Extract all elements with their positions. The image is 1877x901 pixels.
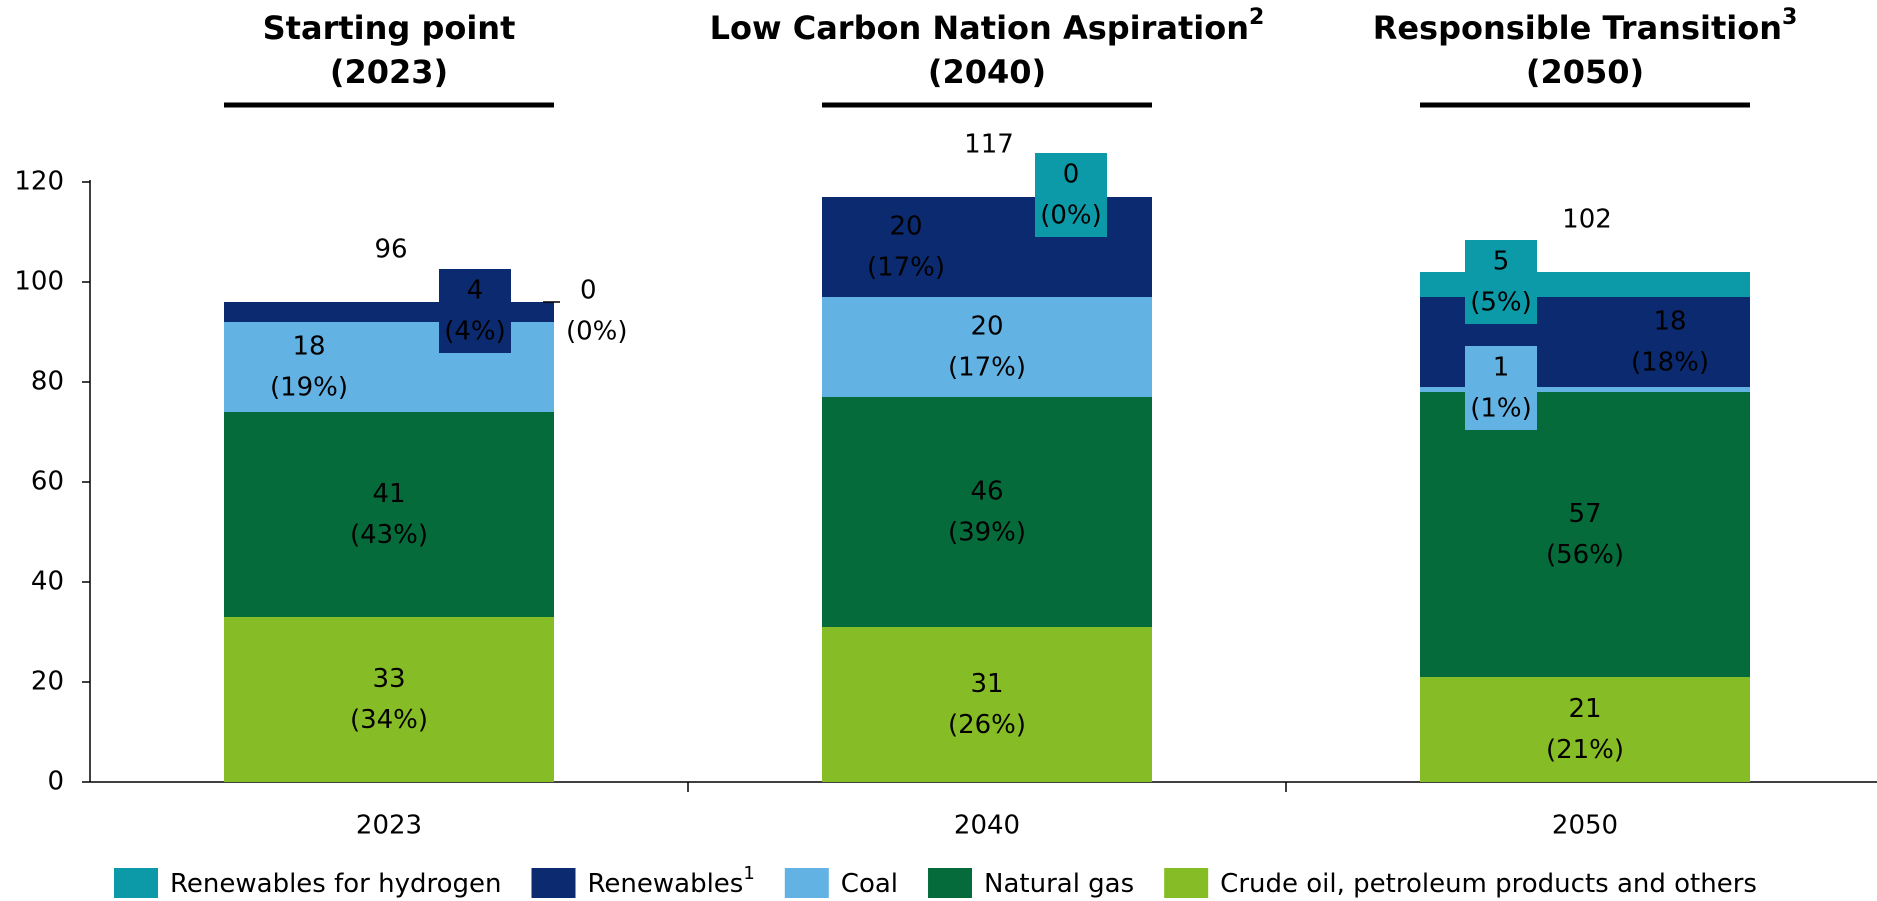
value-label: 0	[580, 276, 597, 306]
share-label: (19%)	[270, 373, 348, 403]
header-title-text: Low Carbon Nation Aspiration	[710, 9, 1249, 47]
header-title-text: Starting point	[263, 9, 516, 47]
value-label: 18	[292, 332, 325, 362]
share-label: (4%)	[444, 317, 506, 347]
x-tick-label: 2023	[356, 811, 422, 841]
legend-text: Crude oil, petroleum products and others	[1220, 869, 1757, 899]
total-label: 96	[374, 235, 407, 265]
value-label: 5	[1493, 247, 1510, 277]
share-label: (0%)	[566, 317, 628, 347]
header-title: Responsible Transition3	[1373, 5, 1798, 48]
share-label: (0%)	[1040, 201, 1102, 231]
header-title-text: Responsible Transition	[1373, 9, 1782, 47]
legend-swatch	[114, 868, 158, 898]
share-label: (5%)	[1470, 288, 1532, 318]
value-label: 0	[1063, 160, 1080, 190]
value-label: 4	[467, 276, 484, 306]
bar-segment	[1420, 677, 1750, 782]
y-tick-label: 100	[14, 267, 64, 297]
share-label: (18%)	[1631, 348, 1709, 378]
label-box	[439, 269, 511, 353]
y-tick-label: 0	[47, 767, 64, 797]
share-label: (17%)	[948, 353, 1026, 383]
bar-segment	[1420, 392, 1750, 677]
y-tick-label: 40	[31, 567, 64, 597]
bar-segment	[1420, 387, 1750, 392]
total-label: 117	[964, 130, 1014, 160]
legend-text: Renewables for hydrogen	[170, 869, 502, 899]
footnote: 1	[743, 863, 754, 884]
legend-label: Crude oil, petroleum products and others	[1220, 869, 1757, 899]
legend-swatch	[1164, 868, 1209, 898]
share-label: (21%)	[1546, 735, 1624, 765]
bar-segment	[224, 412, 554, 617]
share-label: (1%)	[1470, 394, 1532, 424]
header-year: (2040)	[928, 53, 1046, 91]
value-label: 1	[1493, 353, 1510, 383]
y-tick-label: 20	[31, 667, 64, 697]
share-label: (56%)	[1546, 540, 1624, 570]
value-label: 21	[1568, 694, 1601, 724]
legend-text: Renewables	[588, 869, 744, 899]
share-label: (17%)	[867, 253, 945, 283]
share-label: (26%)	[948, 710, 1026, 740]
legend-swatch	[928, 868, 973, 898]
value-label: 18	[1653, 307, 1686, 337]
total-label: 102	[1562, 205, 1612, 235]
share-label: (39%)	[948, 518, 1026, 548]
legend-swatch	[784, 868, 829, 898]
legend-label: Coal	[841, 869, 898, 899]
value-label: 20	[970, 312, 1003, 342]
value-label: 41	[372, 479, 405, 509]
legend-text: Coal	[841, 869, 898, 899]
share-label: (34%)	[350, 705, 428, 735]
value-label: 46	[970, 477, 1003, 507]
legend-swatch	[531, 868, 576, 898]
y-tick-label: 120	[14, 167, 64, 197]
header-year: (2050)	[1526, 53, 1644, 91]
header-year: (2023)	[330, 53, 448, 91]
footnote: 3	[1782, 5, 1797, 30]
footnote: 2	[1249, 5, 1264, 30]
value-label: 57	[1568, 499, 1601, 529]
legend-label: Renewables1	[588, 863, 755, 899]
share-label: (43%)	[350, 520, 428, 550]
label-box	[1035, 153, 1107, 237]
y-tick-label: 60	[31, 467, 64, 497]
bar-segment	[822, 627, 1152, 782]
y-tick-label: 80	[31, 367, 64, 397]
value-label: 20	[889, 212, 922, 242]
legend-text: Natural gas	[984, 869, 1134, 899]
legend-label: Natural gas	[984, 869, 1134, 899]
label-box	[1465, 240, 1537, 324]
bar-segment	[224, 617, 554, 782]
bar-segment	[822, 397, 1152, 627]
value-label: 33	[372, 664, 405, 694]
label-box	[1465, 346, 1537, 430]
header-title: Low Carbon Nation Aspiration2	[710, 5, 1265, 48]
x-tick-label: 2040	[954, 811, 1020, 841]
header-title: Starting point	[263, 9, 516, 47]
bar-segment	[822, 297, 1152, 397]
legend-label: Renewables for hydrogen	[170, 869, 502, 899]
x-tick-label: 2050	[1552, 811, 1618, 841]
value-label: 31	[970, 669, 1003, 699]
